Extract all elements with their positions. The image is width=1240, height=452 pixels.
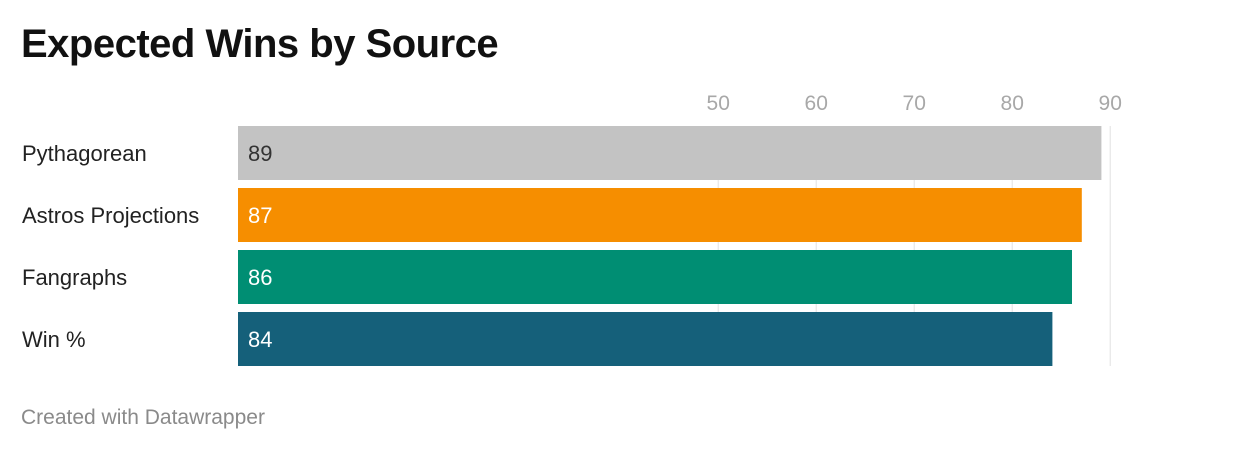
chart-title: Expected Wins by Source [21,22,499,66]
x-tick-label: 50 [707,92,730,115]
bars: 89 87 86 84 [238,126,1102,366]
row-labels: Pythagorean Astros Projections Fangraphs Wi… [22,141,199,352]
footer-credit: Created with Datawrapper [21,406,265,429]
x-tick-label: 80 [1001,92,1024,115]
category-label: Fangraphs [22,265,127,290]
x-tick-label: 90 [1099,92,1122,115]
bar-value-label: 87 [248,203,272,228]
bar [238,188,1082,242]
category-label: Astros Projections [22,203,199,228]
x-tick-label: 60 [805,92,828,115]
bar-value-label: 86 [248,265,272,290]
x-axis-ticks: 50 60 70 80 90 [707,92,1122,115]
bar [238,126,1102,180]
bar-value-label: 89 [248,141,272,166]
x-tick-label: 70 [903,92,926,115]
bar-value-label: 84 [248,327,272,352]
bar [238,312,1053,366]
bar [238,250,1072,304]
category-label: Win % [22,327,86,352]
category-label: Pythagorean [22,141,147,166]
